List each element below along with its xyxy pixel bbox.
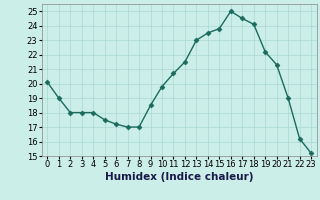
X-axis label: Humidex (Indice chaleur): Humidex (Indice chaleur) (105, 172, 253, 182)
